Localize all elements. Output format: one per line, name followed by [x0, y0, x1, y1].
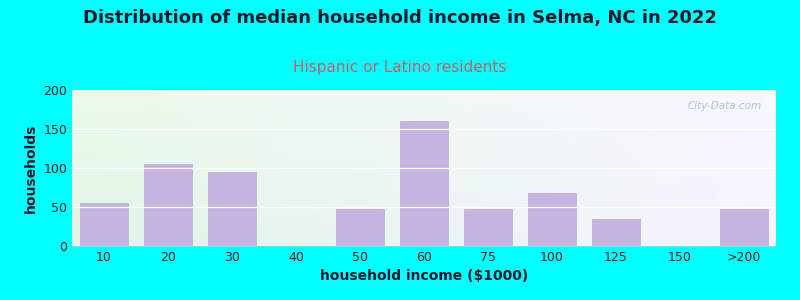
Bar — [400, 121, 448, 246]
Bar — [592, 219, 640, 246]
Text: Hispanic or Latino residents: Hispanic or Latino residents — [294, 60, 506, 75]
Text: City-Data.com: City-Data.com — [688, 101, 762, 111]
Bar — [208, 172, 256, 246]
Text: Distribution of median household income in Selma, NC in 2022: Distribution of median household income … — [83, 9, 717, 27]
Bar — [144, 164, 192, 246]
X-axis label: household income ($1000): household income ($1000) — [320, 269, 528, 284]
Bar — [464, 208, 512, 246]
Bar — [80, 203, 128, 246]
Bar — [720, 208, 768, 246]
Bar — [528, 193, 576, 246]
Y-axis label: households: households — [24, 123, 38, 213]
Bar — [336, 208, 384, 246]
